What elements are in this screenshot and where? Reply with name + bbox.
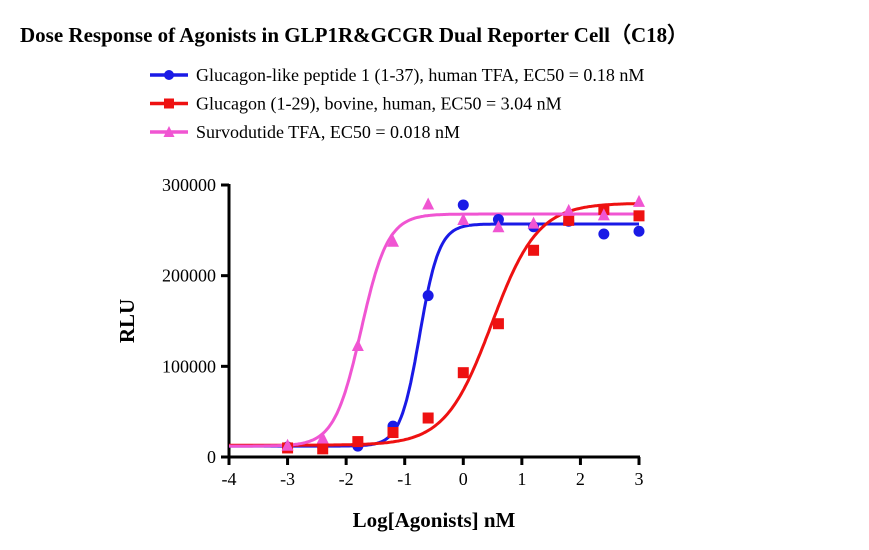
x-tick-label: 3 (635, 469, 644, 489)
marker-circle (422, 290, 434, 302)
axes: -4 -3 -2 -1 0 1 2 3 0 100000 200000 300000 (162, 175, 644, 489)
marker-square (633, 210, 645, 222)
x-tick-label: -3 (280, 469, 295, 489)
marker-triangle (562, 203, 575, 216)
y-tick-label: 200000 (162, 266, 216, 286)
chart-title: Dose Response of Agonists in GLP1R&GCGR … (20, 23, 688, 47)
legend-item: Glucagon (1-29), bovine, human, EC50 = 3… (150, 94, 562, 115)
marker-square (422, 412, 434, 424)
marker-circle (598, 228, 610, 240)
legend-label: Glucagon (1-29), bovine, human, EC50 = 3… (196, 94, 562, 115)
marker-square (492, 318, 504, 330)
y-axis-label: RLU (115, 299, 139, 343)
marker-triangle (527, 216, 540, 229)
marker-square (528, 244, 540, 256)
series-points-triangle (281, 194, 645, 451)
marker-circle (457, 199, 469, 211)
marker-triangle (316, 431, 329, 444)
x-tick-label: -2 (339, 469, 354, 489)
marker-triangle (597, 208, 610, 221)
marker-circle (492, 213, 504, 225)
data-points (281, 194, 645, 455)
y-tick-label: 300000 (162, 175, 216, 195)
legend-item: Survodutide TFA, EC50 = 0.018 nM (150, 122, 460, 142)
legend-label: Survodutide TFA, EC50 = 0.018 nM (196, 122, 460, 142)
marker-triangle (633, 194, 645, 207)
legend-item: Glucagon-like peptide 1 (1-37), human TF… (150, 65, 644, 86)
marker-square (457, 367, 469, 379)
marker-square (352, 436, 364, 448)
x-tick-label: 1 (517, 469, 526, 489)
legend: Glucagon-like peptide 1 (1-37), human TF… (150, 65, 644, 142)
fit-curves (229, 202, 640, 448)
marker-circle (164, 70, 174, 80)
x-tick-label: -4 (222, 469, 237, 489)
marker-square (387, 427, 399, 439)
marker-triangle (492, 220, 505, 233)
marker-triangle (281, 438, 294, 451)
fit-curve-triangle (229, 212, 639, 448)
marker-square (563, 214, 575, 226)
legend-label: Glucagon-like peptide 1 (1-37), human TF… (196, 65, 644, 86)
y-tick-label: 0 (207, 447, 216, 467)
y-tick-label: 100000 (162, 356, 216, 376)
marker-triangle (387, 234, 399, 247)
marker-triangle (351, 338, 364, 351)
marker-square (164, 98, 174, 109)
x-tick-label: 0 (459, 469, 468, 489)
fit-curve-square (229, 202, 640, 447)
x-axis-label: Log[Agonists] nM (353, 508, 516, 532)
marker-triangle (163, 126, 175, 137)
marker-square (317, 443, 329, 455)
fit-curve-circle (229, 222, 639, 448)
x-tick-label: 2 (576, 469, 585, 489)
marker-triangle (457, 212, 470, 225)
x-tick-label: -1 (397, 469, 412, 489)
marker-circle (633, 225, 645, 237)
marker-triangle (422, 197, 435, 210)
